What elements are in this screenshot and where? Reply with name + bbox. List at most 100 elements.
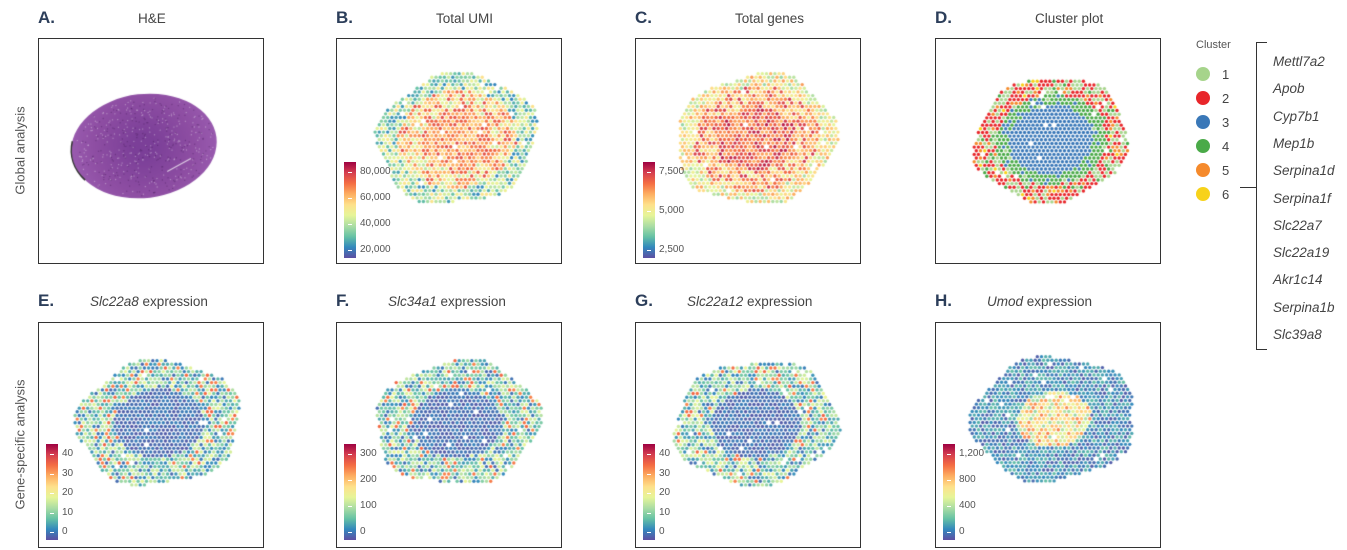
spot-canvas <box>936 323 1160 547</box>
colorbar-tick-label: 200 <box>360 474 377 485</box>
panel-letter-c: C. <box>635 8 652 27</box>
gene-name: Slc34a1 <box>388 294 437 309</box>
marker-gene: Apob <box>1273 81 1305 97</box>
colorbar-b <box>344 162 356 258</box>
title-text: Total genes <box>735 11 805 26</box>
colorbar-tick-mark <box>50 532 54 533</box>
colorbar-tick-mark <box>348 198 352 199</box>
panel-letter-f: F. <box>336 291 350 310</box>
gene-name: Slc22a12 <box>687 294 744 309</box>
title-text: expression <box>138 294 208 309</box>
marker-gene: Slc39a8 <box>1273 327 1322 342</box>
colorbar-tick-mark <box>50 493 54 494</box>
colorbar-tick-label: 40 <box>62 448 74 459</box>
marker-gene: Slc22a19 <box>1273 245 1330 261</box>
colorbar-tick-mark <box>647 172 651 173</box>
colorbar-tick-mark <box>647 532 651 533</box>
gene-name: Slc22a8 <box>90 294 139 309</box>
spot-canvas <box>636 323 860 547</box>
legend-label: 5 <box>1222 163 1230 178</box>
colorbar-tick-label: 20 <box>659 487 671 498</box>
legend-label: 3 <box>1222 115 1230 130</box>
panel-title-f: Slc34a1 expression <box>388 294 506 309</box>
legend-item-cluster-3: 3 <box>1196 114 1246 130</box>
panel-letter-b: B. <box>336 8 353 27</box>
colorbar-tick-label: 40,000 <box>360 218 391 229</box>
panel-e-plot <box>38 322 264 548</box>
colorbar-tick-mark <box>947 454 951 455</box>
legend-title: Cluster <box>1196 39 1231 51</box>
gene-bracket <box>1256 42 1267 350</box>
colorbar-h <box>943 444 955 540</box>
colorbar-tick-mark <box>50 454 54 455</box>
legend-label: 1 <box>1222 67 1230 82</box>
marker-gene: Slc22a7 <box>1273 217 1322 233</box>
legend-label: 2 <box>1222 91 1230 106</box>
panel-title-d: Cluster plot <box>1035 11 1103 26</box>
colorbar-tick-label: 2,500 <box>659 244 685 255</box>
bracket-connector <box>1240 187 1256 188</box>
colorbar-tick-label: 0 <box>959 526 965 537</box>
panel-letter-g: G. <box>635 291 653 310</box>
panel-letter-e: E. <box>38 291 55 310</box>
colorbar-tick-label: 300 <box>360 448 377 459</box>
colorbar-tick-label: 5,000 <box>659 205 685 216</box>
colorbar-tick-mark <box>947 480 951 481</box>
panel-a-plot <box>38 38 264 264</box>
legend-item-cluster-1: 1 <box>1196 66 1246 82</box>
colorbar-tick-label: 40 <box>659 448 671 459</box>
colorbar-tick-mark <box>348 532 352 533</box>
colorbar-tick-mark <box>947 532 951 533</box>
colorbar-tick-mark <box>647 512 651 514</box>
panel-c-plot <box>635 38 861 264</box>
colorbar-tick-label: 100 <box>360 500 377 511</box>
colorbar-tick-mark <box>348 506 352 507</box>
colorbar-tick-label: 30 <box>62 467 74 479</box>
colorbar-f <box>344 444 356 540</box>
marker-gene: Serpina1d <box>1273 163 1335 179</box>
panel-title-e: Slc22a8 expression <box>90 294 208 309</box>
panel-d-plot <box>935 38 1161 264</box>
row-label-gene-specific: Gene-specific analysis <box>12 379 28 510</box>
colorbar-tick-mark <box>647 454 651 455</box>
colorbar-tick-mark <box>647 493 651 494</box>
spot-canvas <box>636 39 860 263</box>
panel-title-b: Total UMI <box>436 11 493 26</box>
spot-canvas <box>39 39 263 263</box>
legend-swatch <box>1196 139 1210 153</box>
colorbar-tick-label: 30 <box>659 467 671 479</box>
colorbar-tick-mark <box>348 480 352 481</box>
colorbar-tick-mark <box>947 506 951 507</box>
colorbar-tick-label: 0 <box>360 526 366 537</box>
title-text: expression <box>436 294 506 309</box>
gene-name: Umod <box>987 294 1024 309</box>
colorbar-tick-label: 7,500 <box>659 166 685 177</box>
colorbar-tick-label: 0 <box>659 526 665 537</box>
panel-title-a: H&E <box>138 11 166 26</box>
colorbar-tick-mark <box>348 454 352 455</box>
colorbar-tick-mark <box>50 512 54 514</box>
colorbar-tick-label: 20 <box>62 487 74 498</box>
legend-swatch <box>1196 67 1210 81</box>
marker-gene: Akr1c14 <box>1273 272 1323 288</box>
panel-title-c: Total genes <box>735 11 804 26</box>
colorbar-tick-label: 20,000 <box>360 244 391 255</box>
panel-title-h: Umod expression <box>987 294 1092 309</box>
panel-b-plot <box>336 38 562 264</box>
row-label-global: Global analysis <box>12 106 28 195</box>
title-text: expression <box>1023 294 1093 309</box>
colorbar-tick-mark <box>50 473 54 475</box>
colorbar-tick-label: 400 <box>959 500 976 511</box>
legend-item-cluster-4: 4 <box>1196 138 1246 154</box>
colorbar-tick-mark <box>647 211 651 212</box>
panel-letter-h: H. <box>935 291 952 310</box>
spot-canvas <box>337 39 561 263</box>
legend-swatch <box>1196 187 1210 201</box>
colorbar-tick-label: 80,000 <box>360 166 391 177</box>
colorbar-g <box>643 444 655 540</box>
panel-letter-d: D. <box>935 8 952 27</box>
colorbar-c <box>643 162 655 258</box>
legend-label: 4 <box>1222 139 1230 154</box>
colorbar-tick-label: 10 <box>659 506 671 518</box>
marker-gene: Cyp7b1 <box>1273 108 1320 124</box>
